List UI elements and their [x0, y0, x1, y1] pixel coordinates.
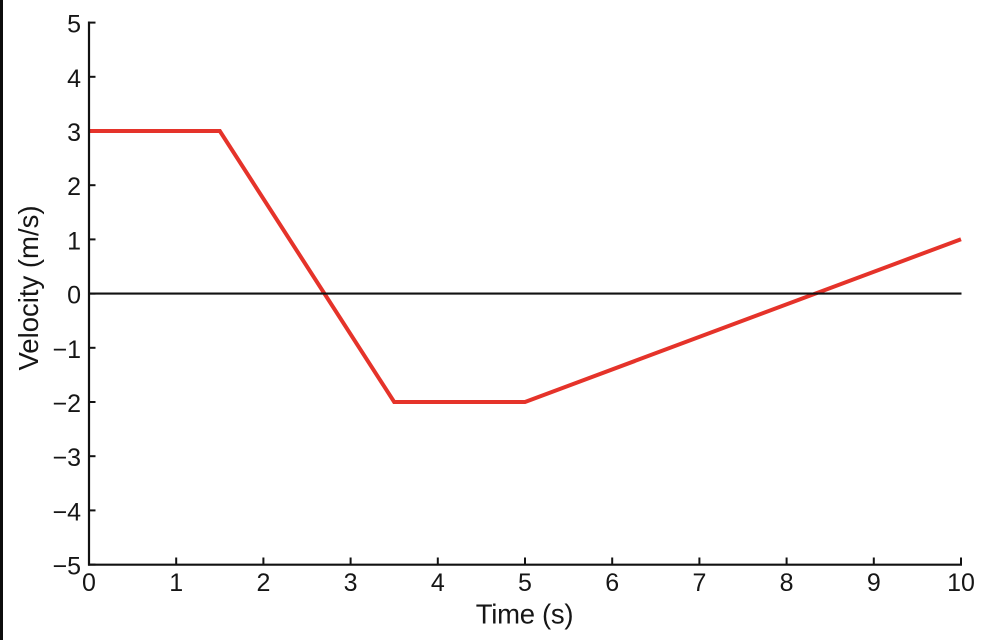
svg-text:4: 4	[67, 65, 81, 93]
svg-text:0: 0	[82, 569, 96, 597]
svg-text:2: 2	[256, 569, 270, 597]
svg-text:−3: −3	[52, 444, 81, 472]
svg-text:2: 2	[67, 173, 81, 201]
svg-text:−2: −2	[52, 390, 81, 418]
svg-text:3: 3	[344, 569, 358, 597]
svg-text:−4: −4	[52, 498, 81, 526]
svg-text:−1: −1	[52, 336, 81, 364]
svg-text:0: 0	[67, 282, 81, 310]
svg-text:7: 7	[692, 569, 706, 597]
svg-text:5: 5	[518, 569, 532, 597]
svg-text:10: 10	[947, 569, 975, 597]
svg-text:3: 3	[67, 119, 81, 147]
svg-text:1: 1	[67, 227, 81, 255]
svg-text:−5: −5	[52, 553, 81, 581]
svg-text:4: 4	[431, 569, 445, 597]
svg-text:5: 5	[67, 11, 81, 39]
svg-text:6: 6	[605, 569, 619, 597]
svg-text:8: 8	[780, 569, 794, 597]
svg-text:1: 1	[169, 569, 183, 597]
svg-text:9: 9	[867, 569, 881, 597]
svg-text:Time (s): Time (s)	[476, 598, 573, 629]
svg-text:Velocity (m/s): Velocity (m/s)	[13, 205, 44, 370]
